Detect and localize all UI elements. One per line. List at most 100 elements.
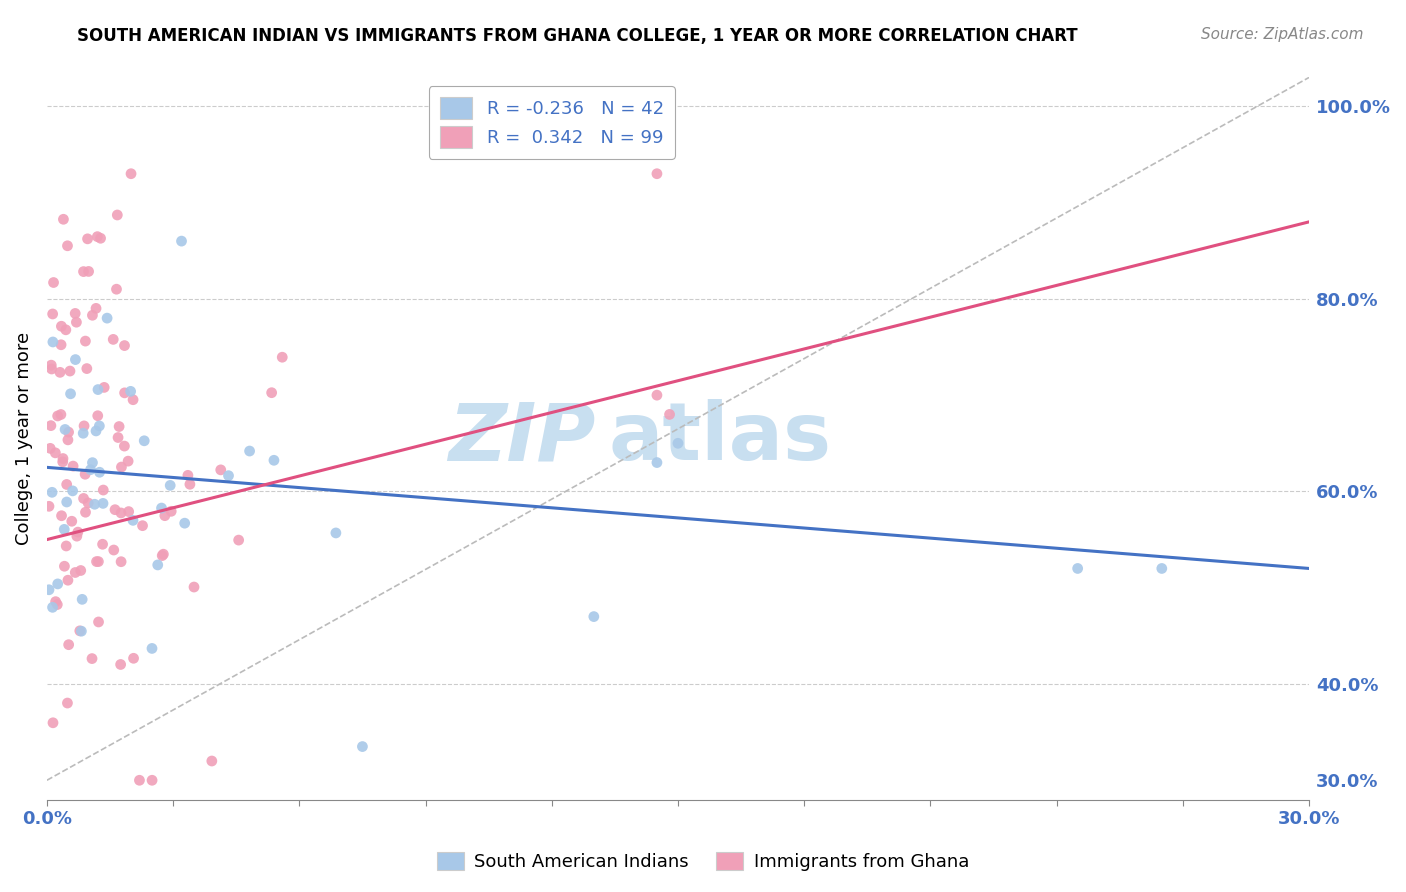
Point (107, 430, 129, 444)
Point (114, 338, 136, 352)
Point (76, 232, 98, 246)
Point (53, 422, 76, 436)
Point (141, 773, 163, 788)
Point (645, 388, 668, 402)
Point (87, 615, 110, 629)
Point (69, 564, 91, 578)
Point (53, 522, 76, 536)
Point (179, 477, 201, 491)
Point (84, 424, 107, 438)
Point (56, 696, 79, 710)
Point (87, 409, 110, 423)
Point (117, 454, 139, 468)
Point (658, 408, 681, 422)
Point (58, 638, 80, 652)
Point (118, 505, 141, 519)
Point (77, 264, 100, 278)
Point (42, 334, 65, 349)
Point (153, 508, 176, 523)
Point (49, 365, 72, 379)
Point (42, 715, 65, 730)
Point (110, 657, 132, 672)
Point (39, 358, 62, 372)
Point (183, 580, 205, 594)
Legend: R = -0.236   N = 42, R =  0.342   N = 99: R = -0.236 N = 42, R = 0.342 N = 99 (429, 87, 675, 159)
Point (110, 460, 132, 475)
Point (39, 442, 62, 456)
Point (70, 624, 93, 639)
Point (66, 525, 89, 540)
Point (58, 425, 80, 439)
Point (159, 478, 181, 492)
Point (160, 504, 183, 518)
Point (75, 334, 97, 348)
Point (49, 408, 72, 422)
Point (645, 456, 668, 470)
Point (66, 529, 89, 543)
Point (41, 307, 63, 321)
Point (152, 547, 174, 561)
Point (55, 477, 77, 491)
Point (96, 311, 118, 326)
Point (82, 308, 104, 322)
Point (150, 501, 173, 516)
Point (120, 384, 142, 399)
Point (59, 364, 82, 378)
Point (173, 516, 195, 531)
Point (46, 409, 69, 423)
Point (105, 282, 128, 296)
Text: Source: ZipAtlas.com: Source: ZipAtlas.com (1201, 27, 1364, 42)
Point (93, 380, 115, 394)
Point (44, 446, 66, 460)
Text: atlas: atlas (609, 400, 832, 477)
Point (72, 491, 94, 506)
Point (46, 577, 69, 591)
Point (122, 651, 145, 665)
Point (103, 332, 125, 346)
Point (41, 485, 63, 500)
Point (177, 468, 200, 483)
Point (228, 533, 250, 547)
Y-axis label: College, 1 year or more: College, 1 year or more (15, 332, 32, 545)
Point (56, 239, 79, 253)
Point (63, 306, 86, 320)
Point (1150, 561, 1173, 575)
Point (90, 231, 112, 245)
Point (1066, 561, 1088, 575)
Point (41, 362, 63, 376)
Point (87, 383, 110, 397)
Point (84, 301, 107, 316)
Point (45, 594, 67, 608)
Point (79, 463, 101, 477)
Point (263, 453, 285, 467)
Point (666, 436, 689, 450)
Point (104, 502, 127, 516)
Text: SOUTH AMERICAN INDIAN VS IMMIGRANTS FROM GHANA COLLEGE, 1 YEAR OR MORE CORRELATI: SOUTH AMERICAN INDIAN VS IMMIGRANTS FROM… (77, 27, 1078, 45)
Point (91, 483, 114, 497)
Point (352, 739, 374, 754)
Point (51, 319, 73, 334)
Point (105, 208, 128, 222)
Point (260, 385, 283, 400)
Point (77, 496, 100, 510)
Point (41, 600, 63, 615)
Point (72, 426, 94, 441)
Point (91, 496, 114, 510)
Point (201, 754, 224, 768)
Point (55, 495, 77, 509)
Point (150, 549, 173, 563)
Text: ZIP: ZIP (449, 400, 596, 477)
Point (86, 229, 108, 244)
Point (75, 505, 97, 519)
Point (110, 555, 132, 569)
Point (83, 497, 105, 511)
Point (70, 592, 93, 607)
Point (39, 418, 62, 433)
Point (141, 641, 163, 656)
Point (60, 514, 83, 528)
Point (38, 582, 60, 597)
Point (73, 418, 96, 433)
Point (82, 456, 104, 470)
Point (56, 573, 79, 587)
Point (65, 566, 87, 580)
